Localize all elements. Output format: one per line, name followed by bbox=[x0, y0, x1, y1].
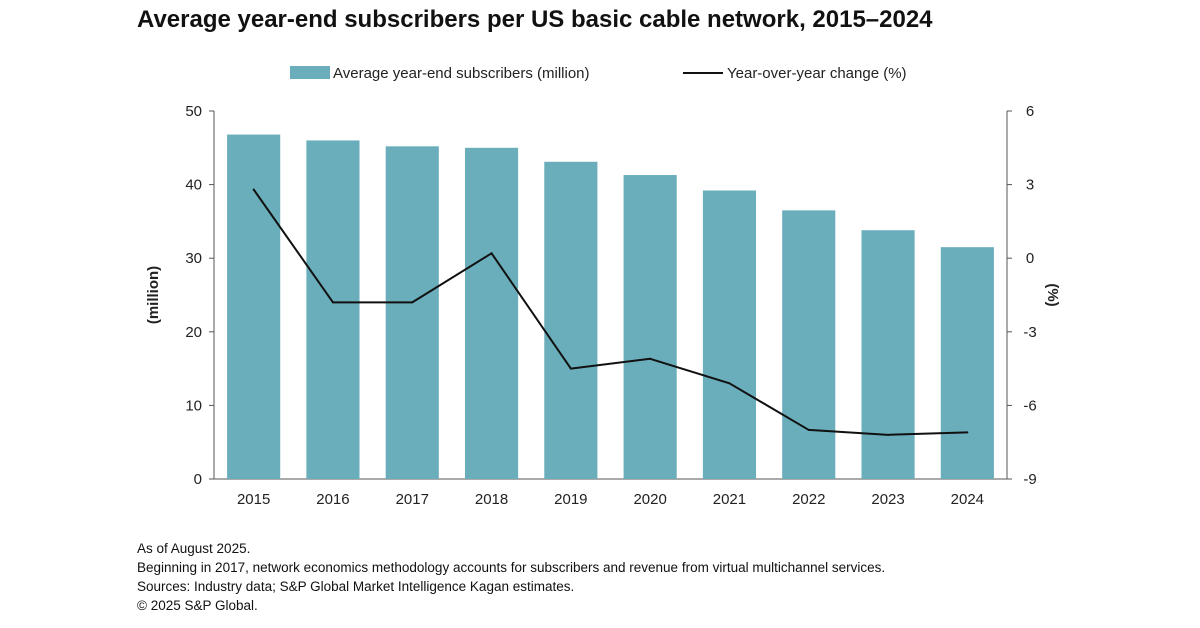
line-point-2024 bbox=[966, 431, 969, 434]
footnote-date: As of August 2025. bbox=[137, 541, 251, 556]
x-tick-label: 2021 bbox=[713, 491, 746, 508]
line-series bbox=[252, 188, 969, 436]
x-tick-label: 2023 bbox=[871, 491, 904, 508]
left-tick-label: 30 bbox=[185, 250, 202, 267]
right-tick-label: 0 bbox=[1026, 250, 1034, 267]
right-tick-label: 3 bbox=[1026, 177, 1034, 194]
right-tick-label: -6 bbox=[1023, 397, 1036, 414]
legend-bar-swatch bbox=[290, 66, 330, 79]
axis-labels: 0 10 20 30 40 50 -9 -6 -3 0 3 6 (million) (%) 2015 2016… bbox=[145, 103, 1061, 508]
left-tick-label: 0 bbox=[194, 471, 202, 488]
bar-2017 bbox=[385, 146, 439, 479]
x-tick-label: 2017 bbox=[396, 491, 429, 508]
left-tick-label: 40 bbox=[185, 177, 202, 194]
left-tick-label: 20 bbox=[185, 324, 202, 341]
right-tick-label: -3 bbox=[1023, 324, 1036, 341]
bar-2020 bbox=[623, 175, 677, 480]
x-tick-label: 2015 bbox=[237, 491, 270, 508]
line-point-2019 bbox=[569, 367, 572, 370]
line-point-2015 bbox=[252, 188, 255, 191]
right-axis-title: (%) bbox=[1044, 283, 1061, 306]
bar-2016 bbox=[306, 140, 360, 479]
line-point-2022 bbox=[807, 428, 810, 431]
line-point-2018 bbox=[490, 252, 493, 255]
line-point-2021 bbox=[728, 382, 731, 385]
bar-2019 bbox=[544, 161, 598, 479]
x-tick-label: 2024 bbox=[951, 491, 984, 508]
x-tick-label: 2016 bbox=[316, 491, 349, 508]
bar-2021 bbox=[702, 190, 757, 479]
yoy-change-line bbox=[252, 188, 968, 436]
footnote-copyright: © 2025 S&P Global. bbox=[137, 598, 258, 613]
bar-2024 bbox=[940, 247, 994, 479]
bar-series bbox=[227, 134, 994, 480]
line-point-2020 bbox=[649, 357, 652, 360]
line-point-2023 bbox=[887, 433, 890, 436]
bar-2015 bbox=[227, 134, 281, 479]
footnotes: As of August 2025. Beginning in 2017, ne… bbox=[137, 539, 885, 615]
line-point-2016 bbox=[331, 301, 334, 304]
bar-2023 bbox=[861, 230, 915, 479]
left-tick-label: 50 bbox=[185, 103, 202, 120]
footnote-methodology: Beginning in 2017, network economics met… bbox=[137, 560, 886, 575]
x-tick-label: 2020 bbox=[633, 491, 666, 508]
right-tick-label: -9 bbox=[1023, 471, 1036, 488]
left-axis-title: (million) bbox=[145, 266, 162, 324]
legend-bar-label: Average year-end subscribers (million) bbox=[333, 65, 590, 82]
footnote-sources: Sources: Industry data; S&P Global Marke… bbox=[137, 579, 575, 594]
bar-2018 bbox=[464, 147, 519, 480]
left-tick-label: 10 bbox=[185, 397, 202, 414]
x-tick-label: 2019 bbox=[554, 491, 587, 508]
x-tick-label: 2022 bbox=[792, 491, 825, 508]
chart-title: Average year-end subscribers per US basi… bbox=[137, 6, 933, 33]
legend-line-label: Year-over-year change (%) bbox=[727, 65, 907, 82]
legend: Average year-end subscribers (million) Ye… bbox=[290, 65, 907, 82]
right-tick-label: 6 bbox=[1026, 103, 1034, 120]
line-point-2017 bbox=[411, 301, 414, 304]
x-tick-label: 2018 bbox=[475, 491, 508, 508]
bar-2022 bbox=[782, 210, 836, 480]
